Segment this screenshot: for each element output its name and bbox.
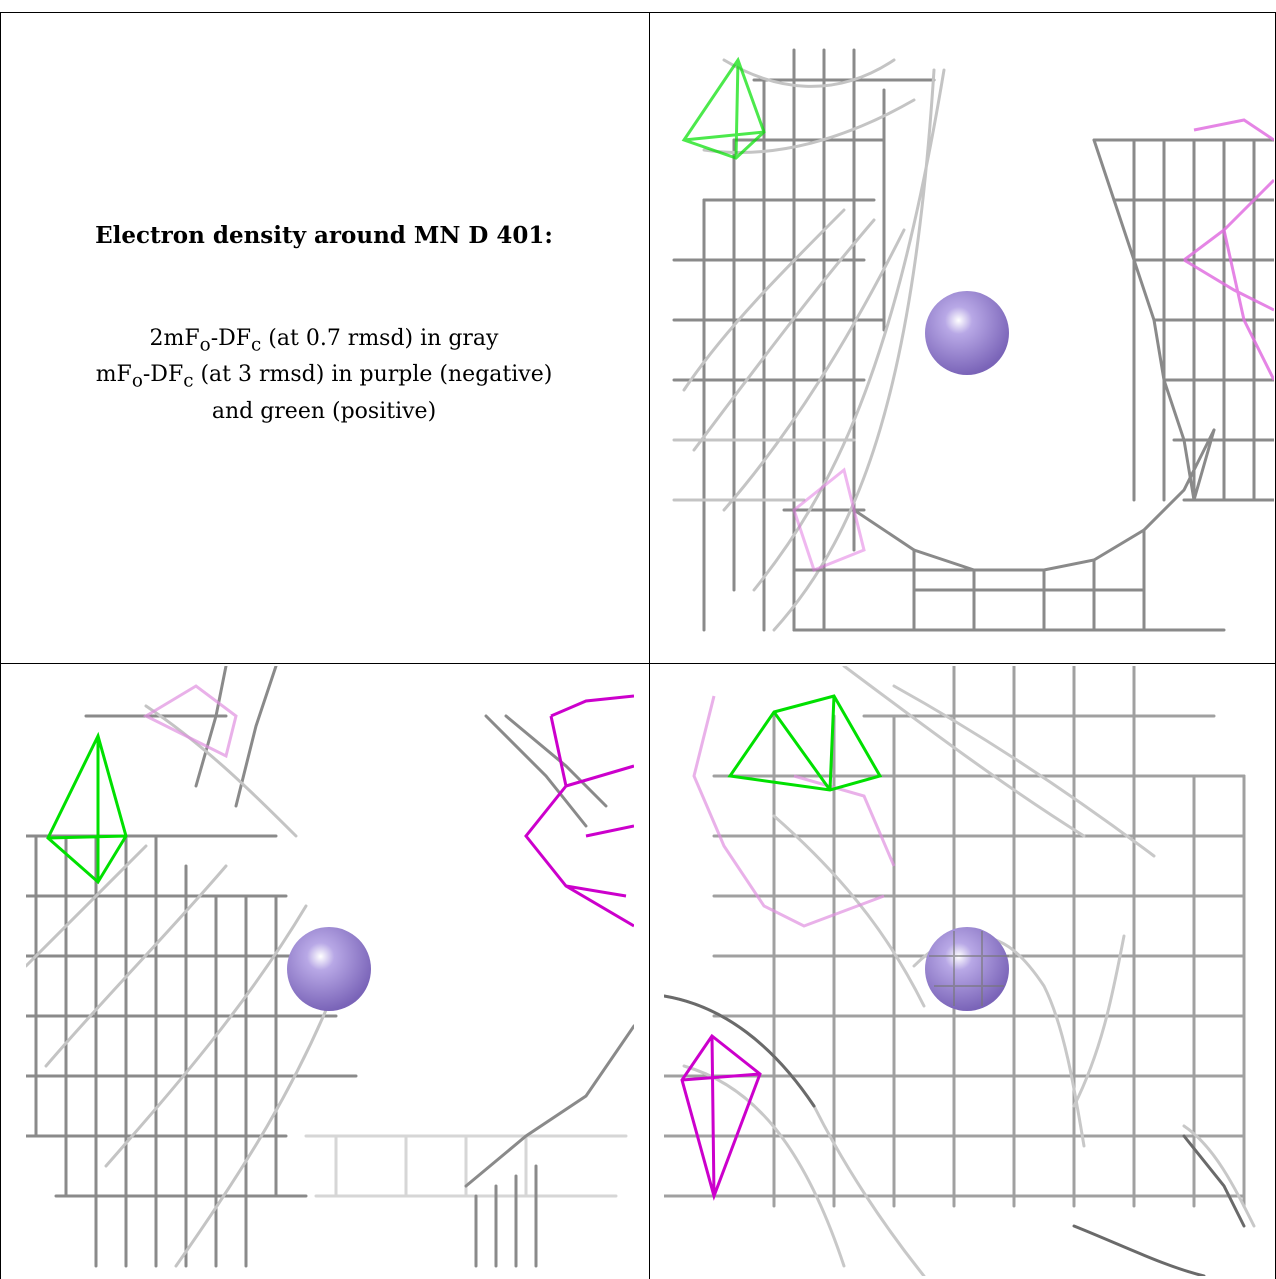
mesh-negative <box>792 118 1274 572</box>
mn-atom <box>925 927 1009 1011</box>
legend-line-fofc: mFo-DFc (at 3 rmsd) in purple (negative) <box>95 362 553 392</box>
mn-atom <box>925 291 1009 375</box>
legend-line-2fofc: 2mFo-DFc (at 0.7 rmsd) in gray <box>149 326 499 356</box>
mesh-negative <box>142 684 634 928</box>
mesh-2fofc <box>664 666 1256 1276</box>
mn-atom <box>287 927 371 1011</box>
density-mesh-top-right <box>672 48 1274 632</box>
border-top <box>0 12 1276 13</box>
mesh-negative <box>680 695 896 1201</box>
view-bottom-left <box>26 666 634 1276</box>
mesh-2fofc <box>26 666 634 1268</box>
border-left <box>0 12 1 1279</box>
divider-vertical <box>649 12 650 1279</box>
caption-cell: Electron density around MN D 401: 2mFo-D… <box>14 14 634 662</box>
caption-title: Electron density around MN D 401: <box>95 222 553 249</box>
legend-line-colors: and green (positive) <box>211 398 437 424</box>
density-mesh-bottom-left <box>26 666 634 1268</box>
mesh-positive <box>681 56 766 160</box>
view-top-right <box>664 30 1274 636</box>
view-bottom-right <box>664 666 1274 1276</box>
mesh-positive <box>46 731 128 885</box>
mesh-positive <box>727 694 883 792</box>
divider-horizontal <box>0 663 1276 664</box>
density-mesh-bottom-right <box>664 666 1256 1276</box>
mesh-2fofc <box>672 48 1274 632</box>
caption-legend: 2mFo-DFc (at 0.7 rmsd) in gray mFo-DFc (… <box>14 324 634 427</box>
